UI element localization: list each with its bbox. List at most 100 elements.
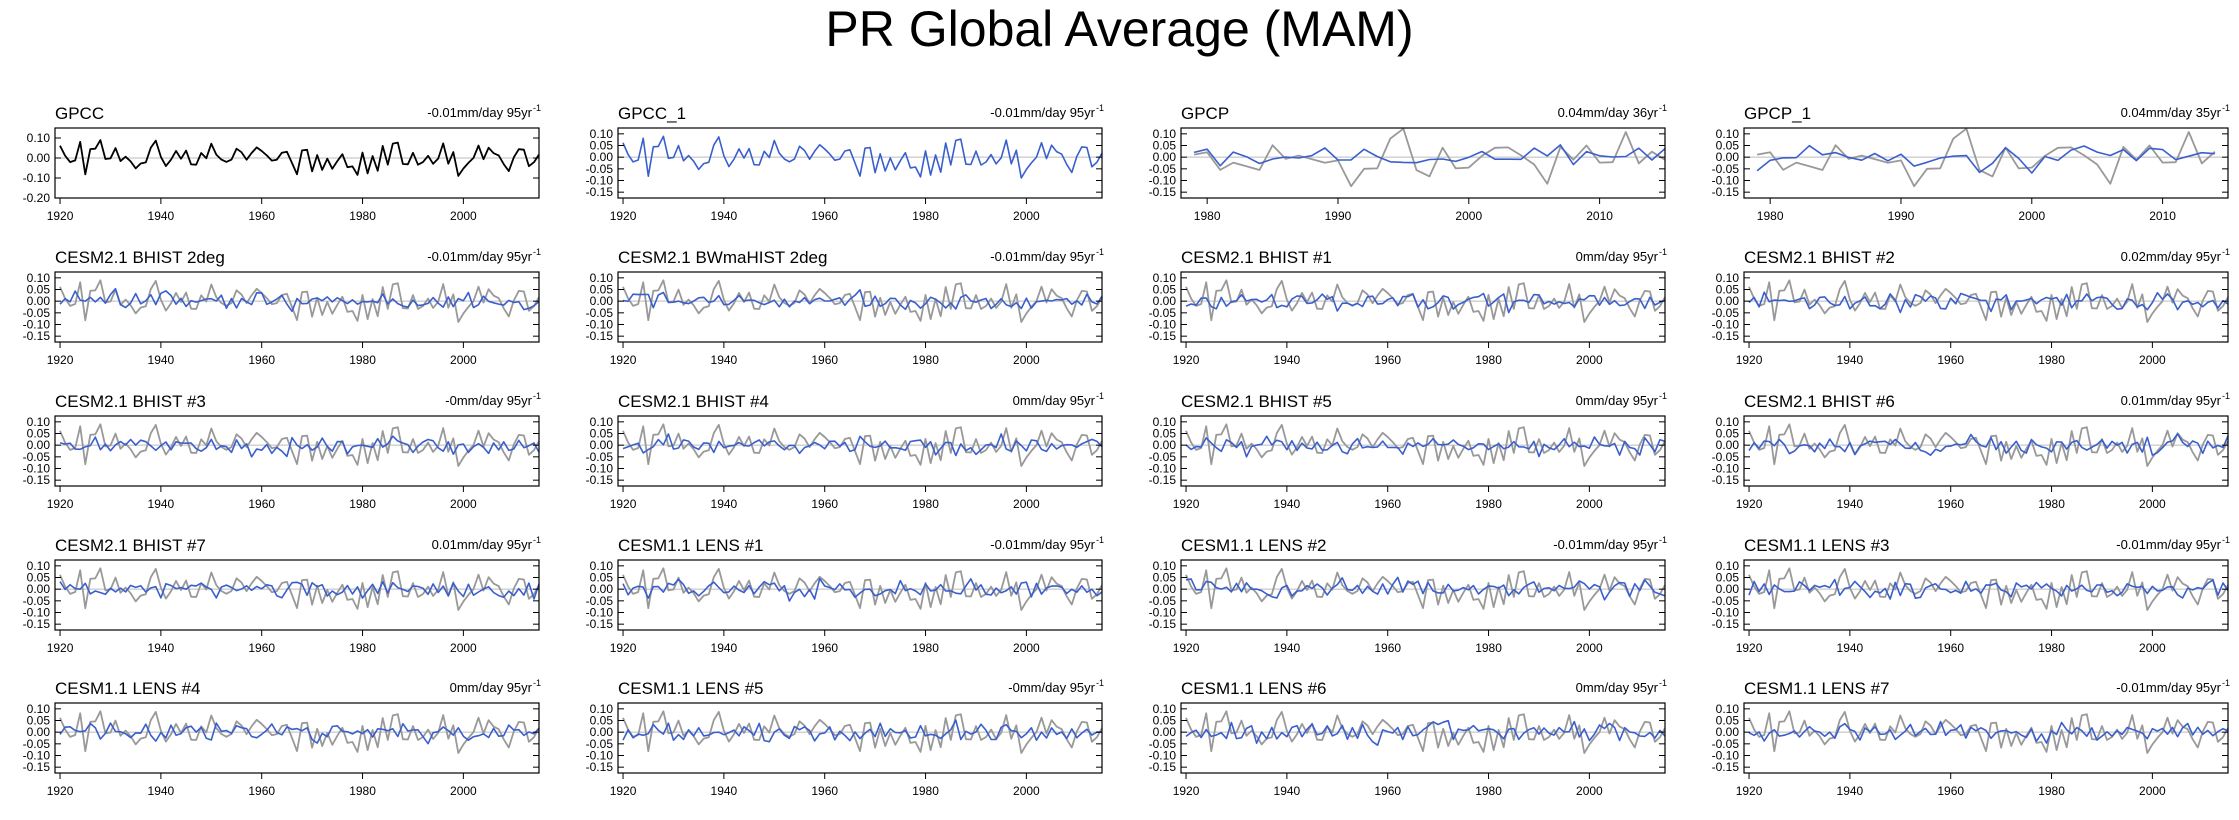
y-tick-label: 0.05: [1716, 139, 1740, 153]
y-tick-label: -0.15: [1149, 473, 1177, 487]
trend-exponent: -1: [1096, 678, 1104, 688]
x-tick-label: 2000: [1576, 784, 1603, 798]
series-line: [622, 567, 1103, 611]
y-tick-label: 0.00: [1153, 150, 1177, 164]
x-tick-label: 1980: [1757, 209, 1784, 223]
y-tick-label: -0.05: [23, 594, 51, 608]
panel-title: CESM1.1 LENS #6: [1181, 679, 1327, 698]
trend-exponent: -1: [2222, 678, 2230, 688]
plot-frame: [54, 702, 540, 774]
trend-exponent: -1: [1096, 247, 1104, 257]
y-tick-label: -0.10: [23, 749, 51, 763]
x-tick-label: 1960: [248, 497, 275, 511]
series-line: [622, 433, 1103, 457]
x-tick-label: 1960: [1374, 641, 1401, 655]
x-tick-label: 1990: [1888, 209, 1915, 223]
y-tick-label: -0.10: [586, 462, 614, 476]
trend-label: 0.04mm/day 35yr: [2121, 105, 2222, 120]
x-tick-label: 2000: [450, 641, 477, 655]
x-tick-label: 1940: [1837, 497, 1864, 511]
x-tick-label: 1980: [2038, 784, 2065, 798]
y-tick-label: 0.05: [590, 427, 614, 441]
y-tick-label: 0.05: [590, 283, 614, 297]
chart-panel: 0.100.050.00-0.05-0.10-0.15 1920 1940 1960 1…: [1712, 391, 2230, 511]
series-line: [622, 279, 1103, 323]
y-tick-label: -0.05: [1149, 450, 1177, 464]
plot-frame: [617, 559, 1103, 631]
y-tick-label: 0.00: [590, 150, 614, 164]
y-tick-label: -0.10: [23, 462, 51, 476]
y-tick-label: -0.05: [586, 162, 614, 176]
plot-frame: [1743, 271, 2229, 343]
y-tick-label: -0.15: [1712, 760, 1740, 774]
x-tick-label: 1920: [610, 209, 637, 223]
series-line: [1748, 720, 2229, 744]
chart-panel: 0.100.050.00-0.05-0.10-0.15 1920 1940 1960 1…: [1149, 535, 1667, 655]
trend-exponent: -1: [1096, 103, 1104, 113]
y-tick-label: -0.10: [1712, 462, 1740, 476]
series-line: [1193, 144, 1666, 167]
panel-title: CESM1.1 LENS #1: [618, 536, 764, 555]
y-tick-label: -0.05: [1712, 737, 1740, 751]
trend-label: -0.01mm/day 95yr: [1553, 537, 1658, 552]
chart-panel: 0.100.050.00-0.05-0.10-0.15 1920 1940 1960 1…: [586, 103, 1104, 223]
y-tick-label: -0.10: [23, 318, 51, 332]
plot-frame: [1180, 415, 1666, 487]
trend-exponent: -1: [533, 103, 541, 113]
plot-frame: [54, 271, 540, 343]
trend-label: -0mm/day 95yr: [445, 393, 532, 408]
y-tick-label: -0.05: [1149, 737, 1177, 751]
x-tick-label: 1940: [148, 209, 175, 223]
x-tick-label: 2000: [2139, 784, 2166, 798]
y-tick-label: 0.00: [590, 582, 614, 596]
trend-label: -0.01mm/day 95yr: [990, 249, 1095, 264]
x-tick-label: 1940: [1274, 497, 1301, 511]
y-tick-label: -0.05: [1712, 594, 1740, 608]
y-tick-label: -0.15: [586, 185, 614, 199]
panel-title: CESM1.1 LENS #4: [55, 679, 201, 698]
trend-exponent: -1: [1659, 247, 1667, 257]
panel-title: CESM2.1 BHIST #1: [1181, 248, 1332, 267]
x-tick-label: 1960: [248, 784, 275, 798]
y-tick-label: 0.00: [1716, 150, 1740, 164]
x-tick-label: 1980: [349, 641, 376, 655]
trend-exponent: -1: [533, 678, 541, 688]
y-tick-label: 0.05: [1716, 714, 1740, 728]
y-tick-label: 0.10: [27, 702, 51, 716]
y-tick-label: 0.00: [1716, 438, 1740, 452]
trend-exponent: -1: [1659, 535, 1667, 545]
y-tick-label: 0.05: [1716, 283, 1740, 297]
x-tick-label: 2000: [450, 353, 477, 367]
plot-frame: [1180, 559, 1666, 631]
y-tick-label: 0.10: [27, 559, 51, 573]
x-tick-label: 1920: [610, 784, 637, 798]
y-tick-label: -0.15: [23, 473, 51, 487]
y-tick-label: -0.10: [1149, 749, 1177, 763]
series-line: [59, 435, 540, 458]
x-tick-label: 1960: [811, 497, 838, 511]
panel-title: GPCP: [1181, 104, 1229, 123]
trend-exponent: -1: [2222, 535, 2230, 545]
x-tick-label: 1920: [1736, 641, 1763, 655]
y-tick-label: 0.10: [27, 131, 51, 145]
y-tick-label: 0.05: [590, 139, 614, 153]
y-tick-label: 0.00: [590, 438, 614, 452]
chart-panel: 0.100.050.00-0.05-0.10-0.15 1980 1990 2000 2…: [1149, 103, 1667, 223]
trend-label: -0.01mm/day 95yr: [2116, 537, 2221, 552]
plot-frame: [617, 702, 1103, 774]
chart-panel: 0.100.050.00-0.05-0.10-0.15 1920 1940 1960 1…: [23, 535, 541, 655]
y-tick-label: -0.05: [23, 450, 51, 464]
panel-title: CESM2.1 BHIST #5: [1181, 392, 1332, 411]
series-line: [59, 423, 540, 467]
x-tick-label: 1940: [1274, 784, 1301, 798]
series-line: [1185, 576, 1666, 601]
y-tick-label: 0.00: [27, 438, 51, 452]
x-tick-label: 1980: [1475, 641, 1502, 655]
y-tick-label: -0.15: [1712, 473, 1740, 487]
y-tick-label: -0.15: [23, 617, 51, 631]
plot-frame: [1180, 702, 1666, 774]
plot-frame: [1180, 127, 1666, 199]
chart-panel: 0.100.050.00-0.05-0.10-0.15 1920 1940 1960 1…: [1712, 247, 2230, 367]
x-tick-label: 1980: [1475, 497, 1502, 511]
